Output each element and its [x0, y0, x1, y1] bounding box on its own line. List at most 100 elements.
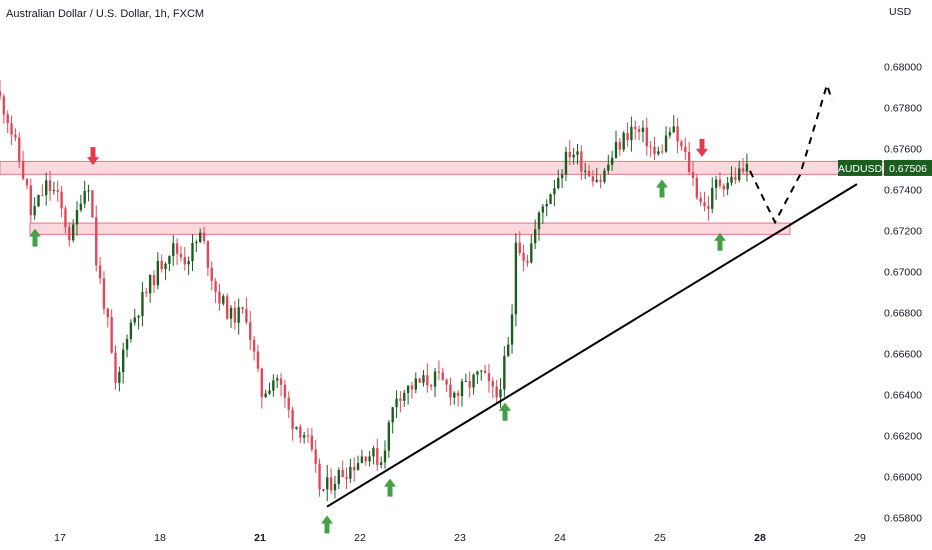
candle-body: [168, 256, 171, 264]
candle-body: [98, 265, 102, 279]
time-tick-label: 28: [754, 532, 766, 544]
candle-body: [376, 448, 379, 465]
candle-body: [441, 372, 444, 380]
candle-body: [137, 316, 140, 318]
candle-body: [202, 232, 206, 242]
candle-body: [214, 280, 217, 292]
candle-body: [476, 371, 479, 375]
candle-body: [102, 278, 106, 309]
candle-body: [345, 477, 348, 479]
candle-body: [291, 409, 294, 429]
candle-body: [418, 378, 421, 383]
buy-arrow-icon: [321, 515, 333, 534]
buy-arrow-icon: [499, 402, 511, 421]
markers-layer: [29, 138, 726, 534]
candle-body: [645, 127, 648, 147]
sell-arrow-icon: [87, 147, 99, 166]
candle-body: [306, 435, 310, 437]
candle-body: [676, 126, 679, 142]
candle-body: [241, 307, 244, 310]
candle-body: [699, 197, 702, 203]
candle-body: [156, 260, 160, 286]
support-zone: [29, 222, 791, 235]
candle-body: [75, 209, 79, 225]
zones-layer: [0, 160, 931, 235]
candle-body: [695, 177, 699, 198]
candle-body: [718, 179, 722, 186]
candle-body: [349, 466, 352, 479]
candle-body: [522, 253, 525, 261]
candle-body: [572, 154, 575, 158]
candle-body: [333, 483, 337, 491]
candle-body: [118, 372, 121, 383]
candle-body: [122, 349, 125, 373]
price-tick-label: 0.66200: [884, 431, 922, 443]
candle-body: [634, 126, 637, 130]
candle-body: [453, 392, 456, 398]
price-axis[interactable]: USD 0.65800 0.66000 0.66200 0.66400 0.66600 0.…: [884, 6, 922, 525]
candle-body: [64, 208, 67, 228]
candle-body: [372, 448, 375, 457]
candle-body: [456, 392, 460, 397]
candle-body: [87, 190, 90, 192]
resistance-zone: [0, 160, 931, 175]
candle-body: [225, 296, 229, 319]
candle-body: [279, 378, 283, 385]
candle-body: [518, 242, 521, 254]
candle-body: [129, 322, 133, 339]
candle-body: [433, 371, 437, 387]
candle-body: [653, 146, 656, 155]
candle-body: [25, 178, 29, 186]
candle-body: [237, 307, 240, 323]
time-axis[interactable]: 17 18 21 22 23 24 25 28 29: [54, 532, 866, 544]
price-tick-label: 0.66800: [884, 308, 922, 320]
candle-body: [18, 137, 21, 162]
time-tick-label: 21: [254, 532, 266, 544]
candle-body: [711, 187, 714, 209]
candle-body: [68, 227, 71, 241]
candle-body: [603, 170, 606, 182]
candle-body: [499, 389, 502, 398]
candle-body: [218, 291, 221, 304]
candle-body: [468, 381, 471, 388]
candle-body: [560, 174, 564, 179]
candle-body: [510, 314, 514, 345]
candle-body: [276, 378, 279, 381]
time-tick-label: 23: [454, 532, 466, 544]
candle-body: [426, 375, 429, 386]
candle-body: [495, 386, 498, 398]
candle-body: [114, 352, 117, 383]
candle-body: [264, 393, 267, 398]
candle-body: [41, 195, 44, 197]
buy-arrow-icon: [714, 232, 726, 251]
candle-body: [580, 151, 583, 172]
last-price-text: 0.67506: [889, 163, 927, 175]
candle-body: [507, 344, 510, 357]
candle-body: [79, 203, 83, 210]
candle-body: [626, 133, 629, 141]
candle-body: [672, 126, 675, 133]
chart-title: Australian Dollar / U.S. Dollar, 1h, FXC…: [6, 8, 205, 20]
candle-body: [483, 370, 487, 374]
candle-body: [233, 307, 237, 323]
candle-body: [229, 307, 233, 319]
candle-body: [337, 470, 340, 484]
candle-body: [164, 263, 167, 270]
candle-body: [691, 171, 695, 178]
candle-body: [364, 456, 367, 462]
candle-body: [668, 132, 672, 136]
candle-body: [71, 224, 75, 241]
candle-body: [83, 190, 86, 204]
candle-body: [148, 275, 152, 294]
time-tick-label: 17: [54, 532, 66, 544]
candle-body: [187, 261, 190, 265]
symbol-text: AUDUSD: [838, 163, 883, 175]
candle-body: [206, 241, 210, 268]
candle-body: [141, 292, 144, 317]
candle-body: [730, 176, 733, 183]
candle-body: [21, 161, 25, 179]
candle-body: [133, 317, 136, 323]
candle-body: [410, 385, 414, 390]
candle-body: [302, 435, 306, 438]
